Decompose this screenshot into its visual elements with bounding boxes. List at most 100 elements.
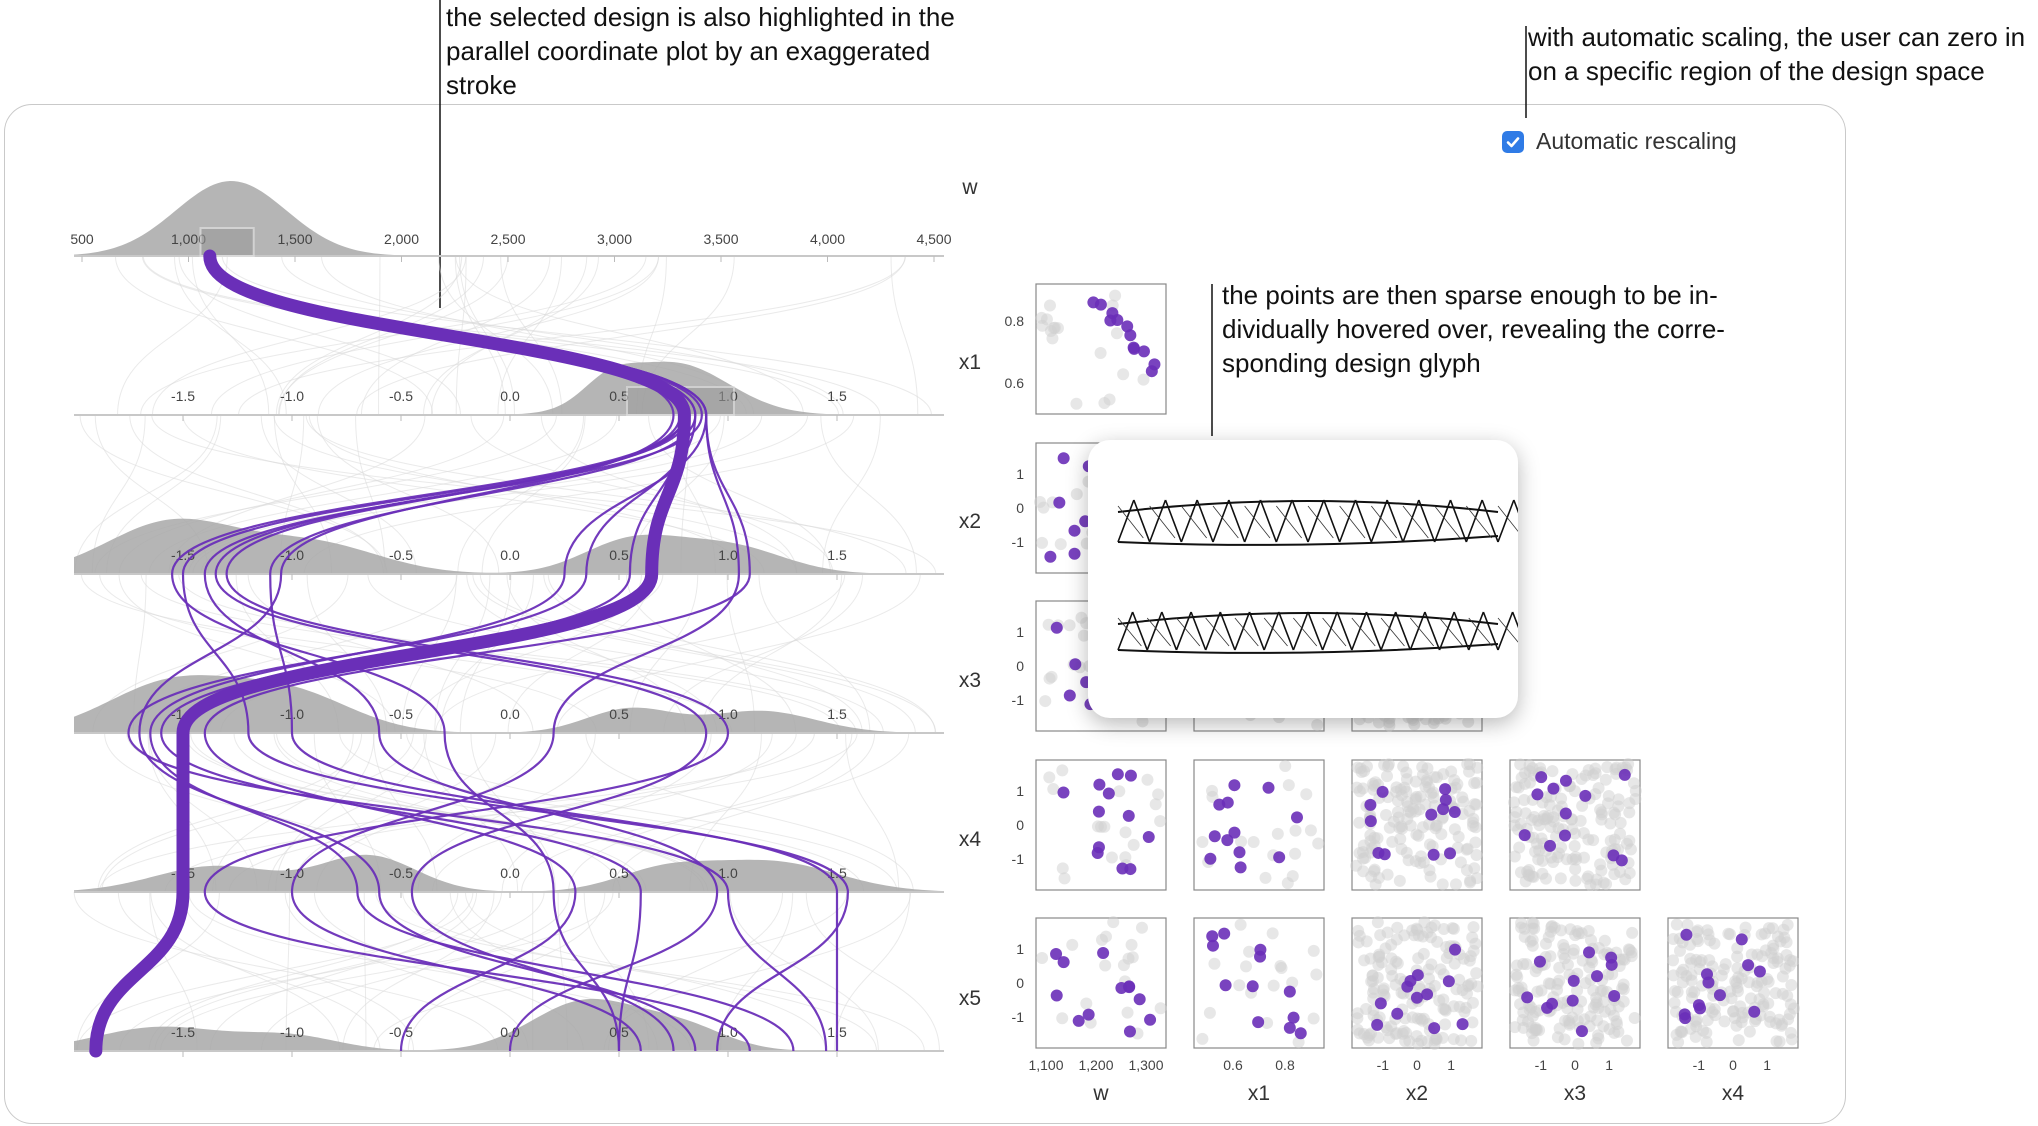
splom-highlight-point[interactable]	[1102, 787, 1115, 800]
splom-highlight-point[interactable]	[1287, 1011, 1300, 1024]
splom-highlight-point[interactable]	[1228, 826, 1241, 839]
splom-highlight-point[interactable]	[1753, 965, 1766, 978]
splom-highlight-point[interactable]	[1050, 989, 1063, 1002]
scatterplot-matrix[interactable]: 0.8 0.6 1 0 -1 1 0 -1 1 0 -1 1 0 -1 1,100 1,200 1,300 w 0.…	[1005, 283, 1800, 1105]
splom-highlight-point[interactable]	[1124, 769, 1137, 782]
splom-highlight-point[interactable]	[1371, 1018, 1384, 1031]
splom-highlight-point[interactable]	[1123, 1025, 1136, 1038]
splom-highlight-point[interactable]	[1533, 955, 1546, 968]
splom-cell-w-x1[interactable]: 0.8 0.6	[1005, 283, 1167, 415]
splom-highlight-point[interactable]	[1122, 809, 1135, 822]
splom-highlight-point[interactable]	[1559, 807, 1572, 820]
splom-highlight-point[interactable]	[1694, 1002, 1707, 1015]
splom-highlight-point[interactable]	[1559, 774, 1572, 787]
splom-highlight-point[interactable]	[1442, 975, 1455, 988]
splom-highlight-point[interactable]	[1053, 496, 1066, 509]
splom-highlight-point[interactable]	[1456, 1018, 1469, 1031]
splom-highlight-point[interactable]	[1233, 846, 1246, 859]
splom-highlight-point[interactable]	[1092, 841, 1105, 854]
splom-highlight-point[interactable]	[1142, 830, 1155, 843]
splom-cell-x4-x5[interactable]: -1 0 1 x4	[1667, 917, 1800, 1105]
splom-highlight-point[interactable]	[1057, 452, 1070, 465]
splom-highlight-point[interactable]	[1605, 951, 1618, 964]
splom-highlight-point[interactable]	[1145, 365, 1158, 378]
splom-cell-x3-x5[interactable]: -1 0 1 x3	[1508, 916, 1641, 1105]
splom-highlight-point[interactable]	[1713, 989, 1726, 1002]
splom-highlight-point[interactable]	[1607, 849, 1620, 862]
splom-highlight-point[interactable]	[1680, 928, 1693, 941]
splom-highlight-point[interactable]	[1364, 798, 1377, 811]
splom-highlight-point[interactable]	[1702, 976, 1715, 989]
splom-highlight-point[interactable]	[1044, 550, 1057, 563]
splom-highlight-point[interactable]	[1376, 785, 1389, 798]
splom-highlight-point[interactable]	[1591, 970, 1604, 983]
splom-highlight-point[interactable]	[1618, 768, 1631, 781]
splom-highlight-point[interactable]	[1063, 689, 1076, 702]
splom-highlight-point[interactable]	[1427, 848, 1440, 861]
splom-highlight-point[interactable]	[1128, 342, 1141, 355]
splom-cell-x2-x4[interactable]	[1350, 758, 1484, 891]
splom-highlight-point[interactable]	[1437, 803, 1450, 816]
splom-highlight-point[interactable]	[1273, 851, 1286, 864]
splom-highlight-point[interactable]	[1057, 786, 1070, 799]
splom-highlight-point[interactable]	[1439, 793, 1452, 806]
splom-highlight-point[interactable]	[1133, 993, 1146, 1006]
splom-cell-w-x5[interactable]: 1 0 -1 1,100 1,200 1,300 w	[1012, 916, 1167, 1105]
splom-highlight-point[interactable]	[1748, 1005, 1761, 1018]
splom-highlight-point[interactable]	[1204, 852, 1217, 865]
splom-highlight-point[interactable]	[1069, 658, 1082, 671]
splom-highlight-point[interactable]	[1097, 947, 1110, 960]
splom-highlight-point[interactable]	[1219, 979, 1232, 992]
splom-highlight-point[interactable]	[1411, 969, 1424, 982]
splom-highlight-point[interactable]	[1094, 298, 1107, 311]
splom-highlight-point[interactable]	[1050, 621, 1063, 634]
splom-highlight-point[interactable]	[1072, 1014, 1085, 1027]
splom-highlight-point[interactable]	[1208, 830, 1221, 843]
splom-highlight-point[interactable]	[1449, 943, 1462, 956]
splom-highlight-point[interactable]	[1401, 980, 1414, 993]
splom-highlight-point[interactable]	[1583, 946, 1596, 959]
splom-highlight-point[interactable]	[1283, 1021, 1296, 1034]
splom-highlight-point[interactable]	[1579, 789, 1592, 802]
splom-highlight-point[interactable]	[1294, 1027, 1307, 1040]
splom-highlight-point[interactable]	[1439, 783, 1452, 796]
splom-highlight-point[interactable]	[1218, 927, 1231, 940]
splom-highlight-point[interactable]	[1531, 788, 1544, 801]
splom-highlight-point[interactable]	[1290, 811, 1303, 824]
splom-highlight-point[interactable]	[1221, 796, 1234, 809]
splom-highlight-point[interactable]	[1521, 991, 1534, 1004]
splom-highlight-point[interactable]	[1082, 1008, 1095, 1021]
automatic-rescaling-checkbox[interactable]: Automatic rescaling	[1502, 128, 1737, 155]
splom-highlight-point[interactable]	[1246, 980, 1259, 993]
splom-highlight-point[interactable]	[1544, 839, 1557, 852]
splom-highlight-point[interactable]	[1092, 805, 1105, 818]
splom-cell-w-x4[interactable]: 1 0 -1	[1012, 759, 1167, 891]
splom-highlight-point[interactable]	[1567, 974, 1580, 987]
splom-highlight-point[interactable]	[1421, 988, 1434, 1001]
splom-highlight-point[interactable]	[1228, 779, 1241, 792]
splom-highlight-point[interactable]	[1111, 313, 1124, 326]
splom-highlight-point[interactable]	[1283, 985, 1296, 998]
splom-highlight-point[interactable]	[1742, 959, 1755, 972]
splom-highlight-point[interactable]	[1444, 847, 1457, 860]
splom-highlight-point[interactable]	[1678, 1008, 1691, 1021]
splom-highlight-point[interactable]	[1262, 781, 1275, 794]
splom-highlight-point[interactable]	[1735, 933, 1748, 946]
splom-cell-x3-x4[interactable]	[1508, 758, 1642, 891]
splom-highlight-point[interactable]	[1425, 808, 1438, 821]
splom-highlight-point[interactable]	[1123, 981, 1136, 994]
splom-highlight-point[interactable]	[1518, 829, 1531, 842]
splom-highlight-point[interactable]	[1535, 771, 1548, 784]
splom-highlight-point[interactable]	[1541, 1001, 1554, 1014]
splom-highlight-point[interactable]	[1234, 861, 1247, 874]
splom-highlight-point[interactable]	[1206, 930, 1219, 943]
splom-highlight-point[interactable]	[1254, 950, 1267, 963]
splom-highlight-point[interactable]	[1116, 862, 1129, 875]
splom-highlight-point[interactable]	[1547, 782, 1560, 795]
splom-highlight-point[interactable]	[1391, 1007, 1404, 1020]
splom-highlight-point[interactable]	[1144, 1013, 1157, 1026]
splom-cell-x1-x4[interactable]	[1193, 759, 1325, 891]
splom-highlight-point[interactable]	[1374, 997, 1387, 1010]
splom-highlight-point[interactable]	[1068, 547, 1081, 560]
splom-highlight-point[interactable]	[1093, 778, 1106, 791]
